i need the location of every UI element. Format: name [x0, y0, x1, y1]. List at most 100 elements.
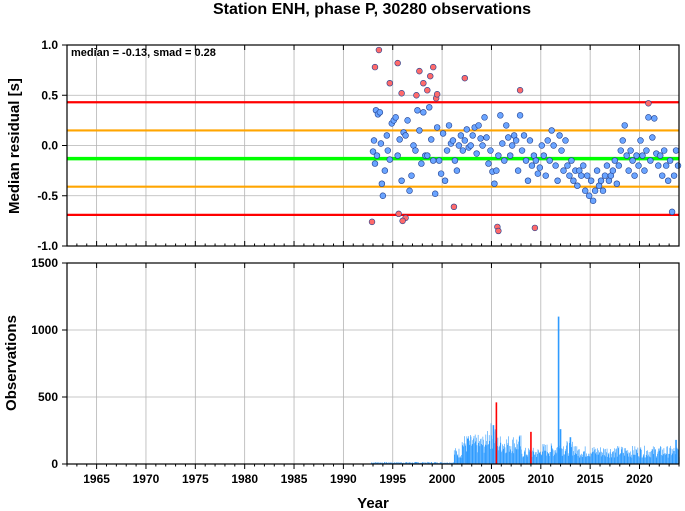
observation-bar [658, 450, 660, 464]
observation-bar [623, 448, 625, 464]
observation-bar [635, 449, 637, 464]
observation-bar [542, 444, 544, 464]
observation-bar [429, 462, 431, 464]
observation-bar [677, 449, 679, 464]
observation-bar [556, 447, 558, 464]
residual-point [645, 114, 652, 121]
residual-point [552, 162, 559, 169]
residual-point [376, 109, 384, 116]
observation-bar [462, 445, 464, 464]
observation-bar [667, 446, 668, 464]
observation-bar [600, 447, 601, 464]
residual-point [534, 170, 542, 177]
residual-point [384, 147, 392, 154]
observation-bar [373, 462, 374, 464]
y-tick-label: -0.5 [37, 189, 58, 203]
observation-bar [424, 462, 426, 464]
observation-bar [406, 461, 408, 464]
observation-bar [416, 462, 418, 464]
observation-bar [622, 447, 623, 464]
observation-bar [633, 454, 635, 464]
observation-bar [671, 453, 673, 464]
observation-bar [501, 450, 503, 464]
residual-point [544, 137, 551, 144]
observation-bar [567, 442, 568, 464]
residual-point [532, 157, 540, 164]
observation-bar [516, 439, 518, 464]
observation-bar [532, 450, 533, 464]
observation-bar [494, 429, 496, 464]
residual-point [674, 162, 682, 169]
observation-bar [673, 450, 674, 464]
observation-bar [399, 462, 401, 464]
observation-bar [425, 462, 427, 464]
observation-bar [523, 456, 525, 464]
observation-bar [572, 455, 574, 464]
observation-bar [474, 443, 475, 464]
observation-bar [543, 444, 545, 464]
observation-bar [409, 462, 411, 464]
observations-y-label: Observations [3, 315, 20, 411]
residual-point [597, 177, 605, 184]
observation-bar [504, 447, 506, 464]
observation-bar [587, 455, 589, 464]
observation-bar [457, 454, 459, 464]
observation-bar [463, 446, 464, 464]
observations-y-ticks: 1500 1000 500 0 [31, 256, 67, 471]
observation-bar [569, 442, 570, 464]
observation-bar [658, 448, 659, 464]
observation-bar [617, 448, 619, 464]
observation-bar [459, 457, 460, 464]
observation-bar [550, 452, 551, 464]
residual-point [386, 156, 393, 163]
observation-bar [575, 453, 576, 464]
observation-bar [535, 452, 536, 464]
observation-bar [611, 457, 613, 464]
x-tick-label: 1995 [379, 472, 406, 486]
y-tick-label: 1500 [31, 256, 58, 270]
residual-point [550, 142, 557, 149]
observation-bar [665, 453, 667, 464]
residual-point [381, 167, 389, 174]
observation-bar [577, 455, 579, 464]
observation-bar [609, 452, 611, 464]
observation-bar [613, 451, 614, 464]
residual-point [428, 136, 435, 143]
observation-bar [647, 450, 648, 464]
x-tick-label: 2010 [527, 472, 554, 486]
observation-bar [566, 441, 568, 464]
x-axis-label: Year [357, 495, 389, 511]
y-tick-label: 1000 [31, 323, 58, 337]
observation-bar [552, 448, 553, 464]
observation-bar [512, 437, 514, 464]
residual-point [649, 134, 656, 141]
residual-point [647, 157, 654, 164]
observation-bar [408, 462, 410, 464]
observation-spike [495, 402, 498, 464]
observation-bar [571, 441, 573, 464]
observation-bar [429, 462, 430, 464]
observation-bar [392, 462, 393, 464]
residual-point [371, 63, 379, 71]
observation-bar [480, 439, 481, 464]
observation-bar [544, 444, 546, 464]
observation-bar [376, 462, 377, 464]
residual-point [413, 92, 420, 99]
observation-bar [604, 455, 605, 464]
observation-bar [664, 453, 665, 464]
observation-bar [674, 450, 675, 464]
observation-bar [606, 448, 608, 464]
observation-bar [641, 457, 643, 464]
observation-bar [610, 453, 612, 464]
x-tick-label: 2000 [429, 472, 456, 486]
residual-point [399, 217, 406, 225]
observation-bar [676, 447, 678, 464]
observation-bar [379, 462, 380, 464]
observation-bar [649, 451, 651, 464]
residual-point [548, 127, 555, 134]
observation-bar [499, 445, 500, 464]
observation-bar [486, 440, 487, 464]
observation-bar [640, 447, 642, 464]
residual-point [574, 182, 581, 189]
